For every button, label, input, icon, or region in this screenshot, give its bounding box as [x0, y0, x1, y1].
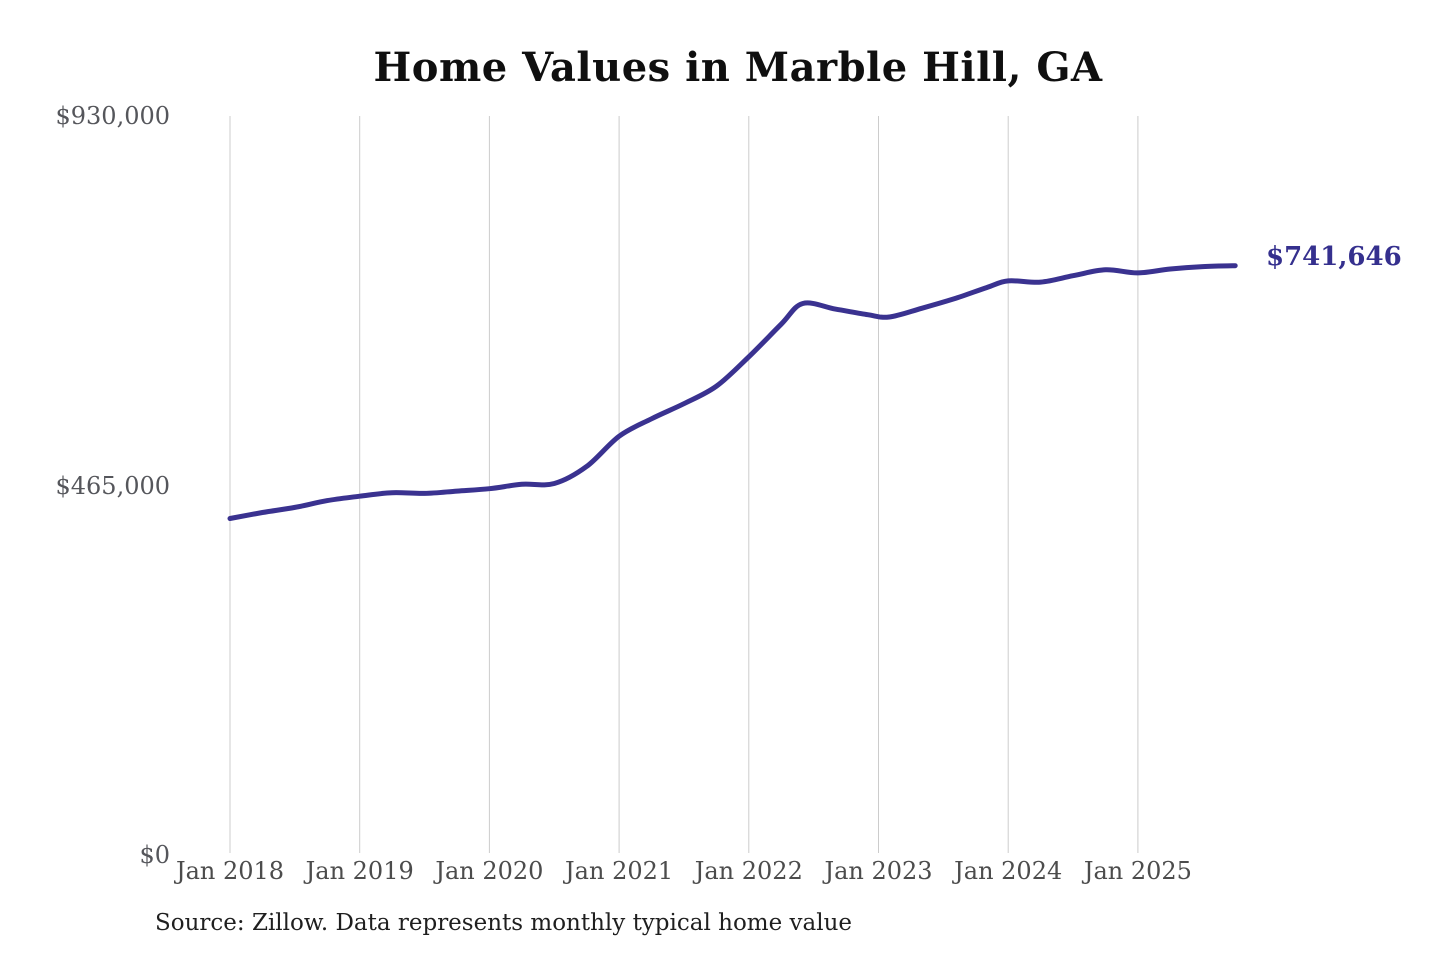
- x-tick-label: Jan 2018: [175, 857, 285, 885]
- home-value-line: [227, 263, 1238, 521]
- x-tick-label: Jan 2025: [1083, 857, 1192, 885]
- x-tick-label: Jan 2019: [305, 857, 414, 885]
- x-tick-label: Jan 2020: [435, 857, 544, 885]
- x-tick-label: Jan 2022: [694, 857, 803, 885]
- x-tick-label: Jan 2024: [954, 857, 1063, 885]
- y-tick-label: $0: [139, 841, 170, 869]
- y-tick-label: $465,000: [55, 471, 170, 500]
- x-tick-label: Jan 2021: [565, 857, 674, 885]
- chart-title: Home Values in Marble Hill, GA: [373, 44, 1103, 91]
- x-tick-label: Jan 2023: [824, 857, 933, 885]
- final-value-label: $741,646: [1266, 242, 1402, 272]
- y-tick-label: $930,000: [55, 102, 170, 130]
- source-note: Source: Zillow. Data represents monthly …: [155, 910, 853, 936]
